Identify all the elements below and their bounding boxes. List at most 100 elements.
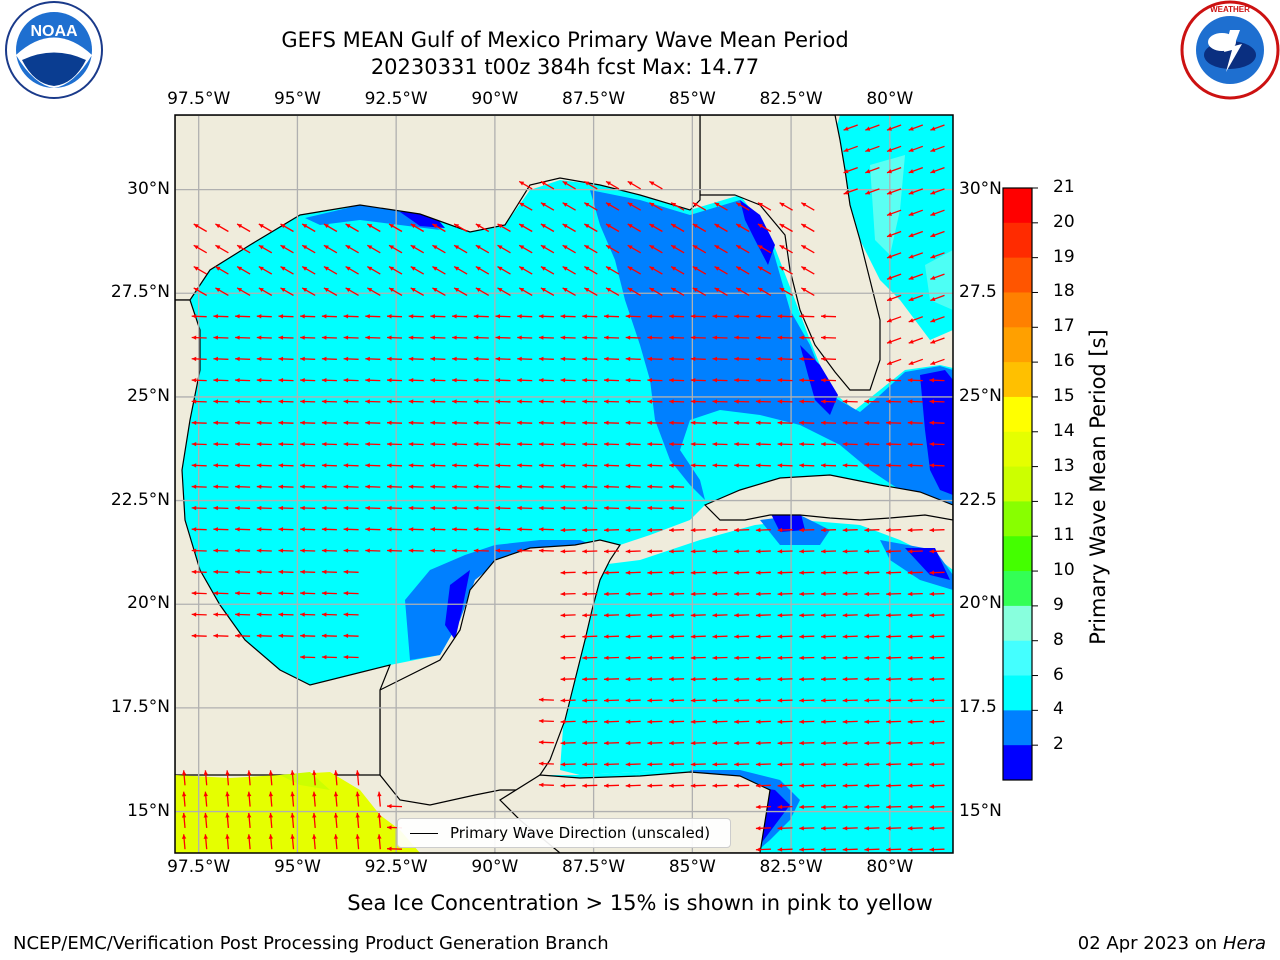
lat-tick-label: 15°N <box>127 800 170 821</box>
wave-arrow <box>864 591 880 597</box>
wave-arrow <box>712 570 728 575</box>
wave-arrow <box>603 399 620 404</box>
wave-arrow <box>779 202 793 211</box>
wave-arrow <box>669 314 685 319</box>
wave-arrow <box>779 266 793 275</box>
wave-arrow <box>886 698 902 703</box>
wave-arrow <box>343 314 359 319</box>
wave-arrow <box>583 223 598 233</box>
wave-arrow <box>886 378 902 383</box>
wave-arrow <box>355 834 360 850</box>
wave-arrow <box>280 266 294 275</box>
wave-arrow <box>560 441 576 447</box>
wave-arrow <box>473 314 489 319</box>
wave-arrow <box>343 399 359 404</box>
wave-arrow <box>560 740 576 746</box>
wave-arrow <box>560 783 576 788</box>
wave-arrow <box>820 826 837 831</box>
wave-arrow <box>864 441 880 447</box>
wave-arrow <box>929 463 945 468</box>
wave-arrow <box>215 266 229 275</box>
wave-arrow <box>929 783 945 788</box>
wave-arrow <box>690 356 706 362</box>
wave-arrow <box>605 287 620 296</box>
wave-arrow <box>843 145 858 153</box>
lon-tick-label: 85°W <box>668 857 716 877</box>
wave-arrow <box>321 633 337 639</box>
wave-arrow <box>647 613 663 618</box>
wave-arrow <box>820 740 837 746</box>
colorbar-segment <box>1003 396 1032 433</box>
wave-arrow <box>712 399 728 404</box>
wave-arrow <box>820 719 837 724</box>
wave-arrow <box>842 463 858 468</box>
wave-arrow <box>290 770 295 786</box>
wave-arrow <box>907 378 923 383</box>
wave-arrow <box>235 463 251 468</box>
wave-arrow <box>497 266 511 275</box>
wave-arrow <box>690 634 706 639</box>
wave-arrow <box>345 244 359 254</box>
wave-arrow <box>734 613 750 618</box>
wave-arrow <box>625 676 641 682</box>
wave-arrow <box>235 399 251 404</box>
wave-arrow <box>777 420 793 426</box>
lat-tick-label: 20°N <box>127 593 170 614</box>
wave-arrow <box>388 266 403 275</box>
wave-arrow <box>355 791 360 807</box>
wave-arrow <box>562 223 576 233</box>
wave-arrow <box>377 834 382 850</box>
wave-arrow <box>582 698 598 703</box>
wave-arrow <box>820 399 837 404</box>
wave-arrow <box>452 441 468 447</box>
wave-arrow <box>864 698 880 703</box>
wave-arrow <box>908 166 924 174</box>
lon-tick-label: 85°W <box>668 89 716 109</box>
wave-arrow <box>408 463 424 468</box>
wave-arrow <box>278 420 294 426</box>
wave-arrow <box>300 484 316 489</box>
colorbar-tick-label: 15 <box>1053 385 1075 406</box>
wave-arrow <box>495 441 511 447</box>
wave-arrow <box>603 570 620 575</box>
wave-arrow <box>843 166 858 174</box>
wave-arrow <box>453 287 468 296</box>
wave-arrow <box>321 654 337 660</box>
wave-arrow <box>820 783 837 788</box>
wave-arrow <box>930 188 945 195</box>
wave-arrow <box>625 591 641 597</box>
wave-direction-arrows <box>181 124 945 852</box>
wave-arrow <box>603 740 620 746</box>
wave-arrow <box>690 698 706 703</box>
wave-arrow <box>647 634 663 639</box>
wave-arrow <box>268 812 274 828</box>
wave-arrow <box>517 527 533 532</box>
colorbar-tick-label: 18 <box>1053 281 1075 302</box>
wave-arrow <box>583 244 598 254</box>
wave-arrow <box>777 549 793 554</box>
wave-arrow <box>886 826 902 831</box>
wave-arrow <box>755 655 771 661</box>
wave-arrow <box>712 676 728 682</box>
wave-arrow <box>603 634 620 639</box>
wave-arrow <box>256 612 272 617</box>
colorbar-tick-label: 13 <box>1053 455 1075 476</box>
wave-arrow <box>649 180 663 190</box>
footer-date-text: 02 Apr 2023 on <box>1077 933 1223 954</box>
lon-tick-label: 90°W <box>471 857 519 877</box>
wave-arrow <box>820 335 837 340</box>
wave-arrow <box>755 826 771 831</box>
wave-arrow <box>820 463 837 468</box>
wave-arrow <box>475 244 490 254</box>
wave-arrow <box>278 633 294 639</box>
wave-arrow <box>191 356 207 362</box>
wave-arrow <box>669 698 685 703</box>
wave-arrow <box>930 166 945 174</box>
wave-arrow <box>647 698 663 703</box>
wave-arrow <box>453 244 468 254</box>
colorbar-segment <box>1003 362 1032 398</box>
wave-arrow <box>647 463 663 468</box>
wave-arrow <box>517 399 533 404</box>
wave-arrow <box>582 676 598 682</box>
wave-arrow <box>690 314 706 319</box>
